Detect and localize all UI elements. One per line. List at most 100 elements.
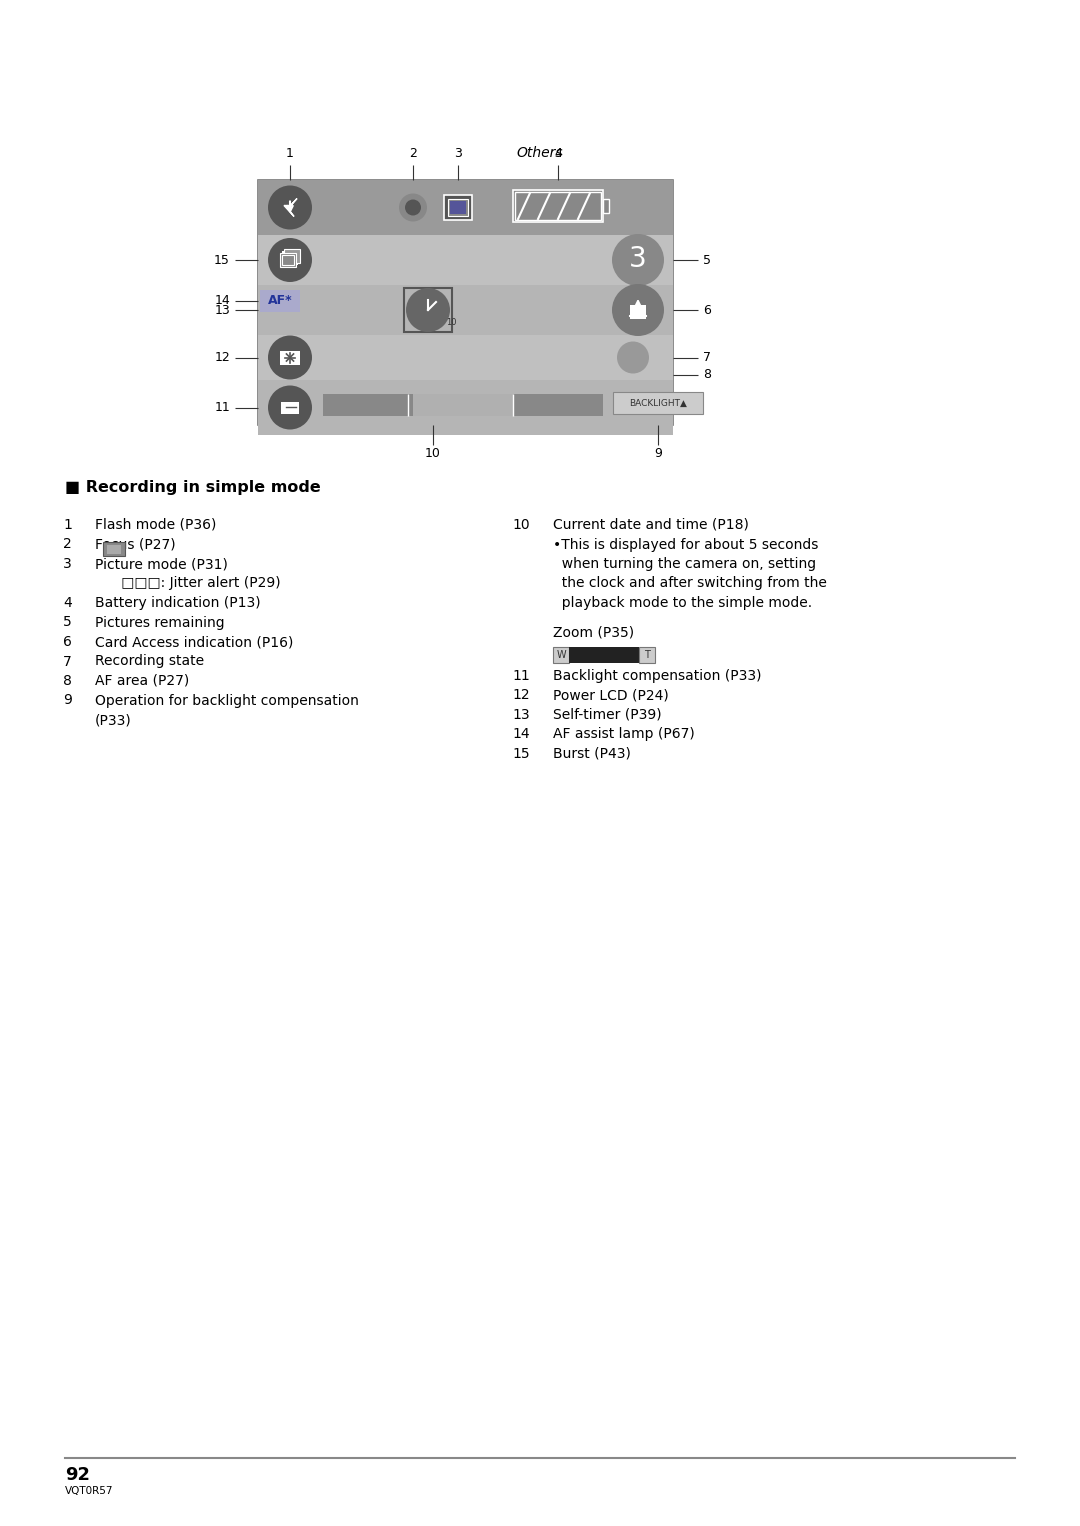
Text: BACKLIGHT▲: BACKLIGHT▲	[629, 398, 687, 407]
Circle shape	[268, 386, 312, 429]
Text: 2: 2	[64, 537, 72, 551]
Text: 10: 10	[512, 517, 530, 533]
Bar	[107, 545, 121, 554]
Text: (P33): (P33)	[95, 713, 132, 726]
Text: Operation for backlight compensation: Operation for backlight compensation	[95, 693, 359, 708]
Text: Recording state: Recording state	[95, 655, 204, 668]
Bar	[258, 336, 673, 380]
Circle shape	[406, 288, 450, 333]
Text: Focus (P27): Focus (P27)	[95, 537, 176, 551]
Text: 4: 4	[554, 146, 562, 160]
Text: Current date and time (P18): Current date and time (P18)	[553, 517, 748, 533]
Text: 6: 6	[703, 304, 711, 316]
Text: 10: 10	[426, 447, 441, 459]
Bar	[284, 249, 300, 262]
Bar	[258, 285, 673, 336]
Text: Zoom (P35): Zoom (P35)	[553, 626, 634, 639]
Text: 13: 13	[214, 304, 230, 316]
Text: W: W	[556, 650, 566, 659]
Circle shape	[617, 342, 649, 374]
Text: Burst (P43): Burst (P43)	[553, 746, 631, 761]
Text: 3: 3	[64, 557, 72, 571]
Bar	[323, 394, 603, 417]
Text: 9: 9	[63, 693, 72, 708]
Bar	[103, 542, 125, 555]
Text: AF area (P27): AF area (P27)	[95, 674, 189, 688]
Text: 13: 13	[512, 708, 530, 722]
Text: VQT0R57: VQT0R57	[65, 1486, 113, 1495]
Bar	[450, 200, 465, 214]
Bar	[281, 401, 299, 414]
Circle shape	[612, 233, 664, 285]
Text: 4: 4	[64, 597, 72, 610]
Text: 3: 3	[630, 246, 647, 273]
Text: when turning the camera on, setting: when turning the camera on, setting	[553, 557, 816, 571]
Text: the clock and after switching from the: the clock and after switching from the	[553, 577, 827, 591]
Bar	[448, 198, 468, 215]
Text: Backlight compensation (P33): Backlight compensation (P33)	[553, 668, 761, 682]
Text: 12: 12	[214, 351, 230, 365]
Text: Battery indication (P13): Battery indication (P13)	[95, 597, 260, 610]
Bar	[569, 647, 639, 662]
Bar	[280, 351, 300, 365]
Bar	[515, 192, 600, 220]
Text: 14: 14	[512, 728, 530, 742]
Text: 11: 11	[512, 668, 530, 682]
Text: AF assist lamp (P67): AF assist lamp (P67)	[553, 728, 694, 742]
Text: AF*: AF*	[268, 295, 293, 308]
Bar	[258, 235, 673, 285]
Text: playback mode to the simple mode.: playback mode to the simple mode.	[553, 597, 812, 610]
Text: 8: 8	[63, 674, 72, 688]
Bar	[260, 290, 300, 311]
Circle shape	[268, 336, 312, 380]
Text: Self-timer (P39): Self-timer (P39)	[553, 708, 662, 722]
Text: 15: 15	[214, 253, 230, 267]
Bar	[404, 288, 453, 333]
Polygon shape	[284, 198, 297, 217]
Circle shape	[612, 284, 664, 336]
Text: ■ Recording in simple mode: ■ Recording in simple mode	[65, 481, 321, 494]
Bar	[258, 380, 673, 435]
Bar	[280, 253, 296, 267]
Bar	[630, 305, 646, 319]
Text: 8: 8	[703, 368, 711, 382]
Text: Card Access indication (P16): Card Access indication (P16)	[95, 635, 294, 649]
Text: 92: 92	[65, 1466, 90, 1483]
Bar	[553, 647, 569, 662]
Bar	[413, 394, 513, 417]
Text: □□□: Jitter alert (P29): □□□: Jitter alert (P29)	[95, 577, 281, 591]
Text: 11: 11	[214, 401, 230, 414]
Text: Picture mode (P31): Picture mode (P31)	[95, 557, 228, 571]
Bar	[444, 194, 472, 220]
Bar	[258, 180, 673, 235]
Text: 7: 7	[703, 351, 711, 365]
Bar	[258, 180, 673, 426]
Text: 7: 7	[64, 655, 72, 668]
Text: T: T	[644, 650, 650, 659]
Bar	[513, 191, 603, 221]
Text: Others: Others	[516, 146, 564, 160]
Circle shape	[405, 200, 421, 215]
Text: Flash mode (P36): Flash mode (P36)	[95, 517, 216, 533]
Text: 15: 15	[512, 746, 530, 761]
Text: 5: 5	[703, 253, 711, 267]
Circle shape	[268, 238, 312, 282]
Bar	[639, 647, 654, 662]
Text: •This is displayed for about 5 seconds: •This is displayed for about 5 seconds	[553, 537, 819, 551]
Text: 9: 9	[654, 447, 662, 459]
Bar	[603, 198, 609, 214]
Circle shape	[399, 194, 427, 221]
Text: Power LCD (P24): Power LCD (P24)	[553, 688, 669, 702]
Text: 1: 1	[286, 146, 294, 160]
Text: 2: 2	[409, 146, 417, 160]
Bar	[613, 392, 703, 414]
Text: 1: 1	[63, 517, 72, 533]
Text: 14: 14	[214, 295, 230, 308]
Bar	[282, 250, 298, 266]
Text: 3: 3	[454, 146, 462, 160]
Text: 5: 5	[64, 615, 72, 630]
Text: 10: 10	[446, 317, 457, 327]
Text: Pictures remaining: Pictures remaining	[95, 615, 225, 630]
Circle shape	[268, 186, 312, 229]
Text: 12: 12	[512, 688, 530, 702]
